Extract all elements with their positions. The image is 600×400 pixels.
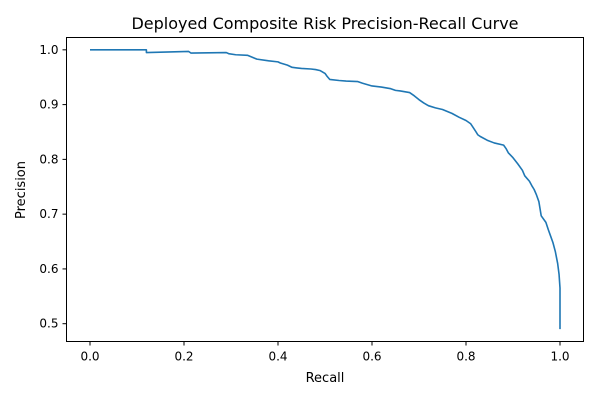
x-tick-label: 0.2 xyxy=(174,350,193,364)
x-tick-label: 0.4 xyxy=(268,350,287,364)
y-tick-label: 0.5 xyxy=(39,317,58,331)
x-tick-label: 0.0 xyxy=(80,350,99,364)
x-axis: 0.0 0.2 0.4 0.6 0.8 1.0 xyxy=(80,341,570,364)
y-tick-label: 0.9 xyxy=(39,98,58,112)
y-tick-label: 0.6 xyxy=(39,262,58,276)
chart-title: Deployed Composite Risk Precision-Recall… xyxy=(131,14,518,33)
x-tick-label: 1.0 xyxy=(550,350,569,364)
x-axis-label: Recall xyxy=(306,371,345,386)
y-tick-label: 1.0 xyxy=(39,43,58,57)
y-axis-label: Precision xyxy=(14,161,29,219)
plot-frame xyxy=(66,37,584,342)
y-tick-label: 0.7 xyxy=(39,207,58,221)
y-tick-label: 0.8 xyxy=(39,152,58,166)
x-tick-label: 0.8 xyxy=(456,350,475,364)
x-tick-label: 0.6 xyxy=(362,350,381,364)
y-axis: 0.5 0.6 0.7 0.8 0.9 1.0 xyxy=(39,43,67,331)
pr-curve-line xyxy=(90,49,561,330)
plot-area xyxy=(66,37,584,342)
